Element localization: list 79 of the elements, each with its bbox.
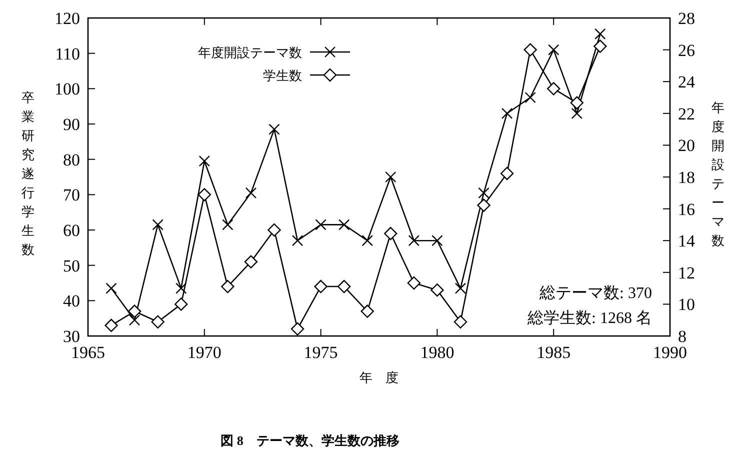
point — [478, 187, 490, 198]
point — [500, 166, 514, 180]
point — [176, 282, 187, 294]
point — [290, 322, 304, 336]
point — [104, 318, 118, 332]
point — [314, 280, 328, 294]
y-tick-label: 40 — [63, 292, 80, 311]
x-tick-label: 1965 — [71, 343, 105, 362]
point — [222, 219, 234, 230]
y2-tick-label: 14 — [678, 232, 696, 251]
point — [594, 40, 607, 53]
point — [477, 198, 490, 212]
point — [198, 156, 210, 167]
point — [292, 235, 304, 246]
y-tick-label: 70 — [63, 186, 80, 205]
y2-tick-label: 22 — [678, 104, 695, 124]
y-tick-label: 120 — [54, 9, 80, 28]
y2-tick-label: 16 — [678, 200, 695, 219]
y-tick-label: 50 — [63, 256, 80, 276]
y-tick-label: 110 — [55, 44, 80, 64]
point — [174, 298, 188, 311]
point — [338, 219, 350, 230]
point — [454, 315, 468, 328]
point — [244, 255, 258, 268]
text: 図 8 テーマ数、学生数の推移 — [220, 433, 400, 448]
annotation: 総テーマ数: 370 — [538, 285, 652, 302]
legend-label: 年度開設テーマ数 — [198, 45, 302, 60]
point — [524, 43, 537, 56]
y2-tick-label: 8 — [678, 327, 686, 346]
legend-label: 学生数 — [263, 68, 302, 83]
point — [360, 304, 374, 318]
point — [548, 44, 560, 56]
y2-tick-label: 28 — [678, 9, 695, 28]
point — [128, 314, 140, 326]
point — [408, 235, 420, 246]
point — [432, 235, 443, 246]
annotation: 総学生数: 1268 名 — [526, 309, 652, 327]
text: 卒業研究遂行学生数 — [22, 90, 34, 257]
point — [221, 280, 234, 294]
x-axis-title: 年 度 — [360, 370, 398, 385]
point — [454, 282, 466, 294]
point — [152, 219, 164, 230]
point — [570, 96, 584, 110]
y2-tick-label: 26 — [678, 40, 695, 60]
point — [245, 187, 257, 198]
x-tick-label: 1975 — [304, 343, 338, 362]
point — [268, 223, 281, 237]
y-tick-label: 100 — [54, 80, 80, 99]
point — [315, 219, 326, 230]
point — [362, 235, 373, 246]
y2-tick-label: 12 — [678, 263, 695, 282]
y-tick-label: 30 — [63, 327, 80, 346]
point — [407, 276, 421, 290]
point — [128, 304, 142, 318]
y-tick-label: 80 — [63, 150, 80, 170]
point — [198, 188, 211, 202]
y-tick-label: 90 — [63, 115, 80, 134]
point — [151, 315, 164, 328]
point — [268, 124, 280, 135]
y2-tick-label: 10 — [678, 295, 695, 314]
y2-tick-label: 24 — [678, 72, 696, 92]
point — [524, 92, 536, 104]
point — [430, 283, 444, 297]
x-tick-label: 1970 — [187, 343, 222, 362]
x-tick-label: 1985 — [536, 343, 571, 362]
point — [384, 226, 398, 240]
point — [594, 28, 606, 40]
point — [501, 108, 513, 119]
point — [337, 280, 351, 294]
y2-axis-title: 年度開設テーマ数 — [712, 100, 724, 248]
point — [571, 108, 582, 119]
y2-tick-label: 20 — [678, 136, 695, 156]
x-tick-label: 1990 — [653, 343, 687, 362]
point — [106, 282, 117, 294]
x-tick-label: 1980 — [420, 343, 454, 362]
y2-tick-label: 18 — [678, 168, 695, 187]
y-tick-label: 60 — [63, 221, 80, 240]
point — [547, 82, 560, 96]
point — [385, 171, 396, 183]
